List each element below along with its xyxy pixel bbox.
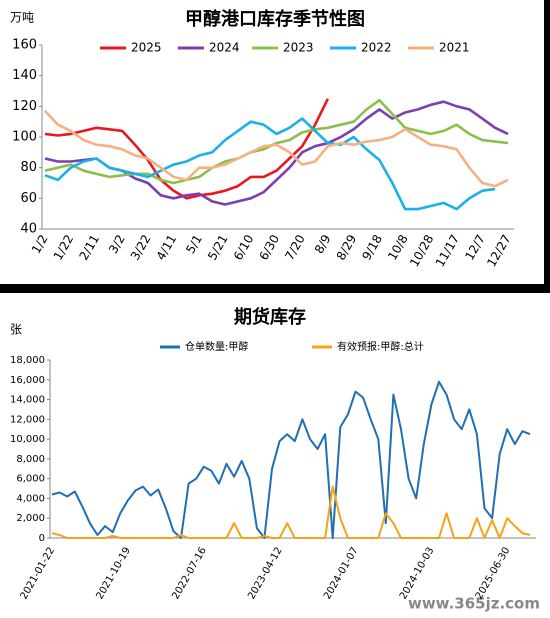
y-axis-unit: 万吨 <box>10 11 34 25</box>
y-tick-label: 2,000 <box>16 513 45 524</box>
y-tick-label: 120 <box>12 99 37 114</box>
series-line <box>44 117 496 211</box>
legend-label: 2023 <box>283 41 314 55</box>
y-tick-label: 14,000 <box>10 395 45 406</box>
y-axis-unit: 张 <box>10 323 22 337</box>
series-line <box>51 380 531 539</box>
legend-label: 2025 <box>131 41 162 55</box>
series-line <box>44 98 330 200</box>
series-line <box>44 98 509 185</box>
y-tick-label: 140 <box>12 68 37 83</box>
series-line <box>44 110 509 188</box>
series-line <box>51 485 531 539</box>
y-tick-label: 60 <box>20 191 37 206</box>
y-tick-label: 4,000 <box>16 493 45 504</box>
y-tick-label: 40 <box>20 222 37 237</box>
chart-title: 期货库存 <box>234 306 306 328</box>
y-tick-label: 18,000 <box>10 355 45 366</box>
legend-label: 2022 <box>361 41 392 55</box>
watermark: www.365jz.com <box>408 595 540 613</box>
y-tick-label: 80 <box>20 160 37 175</box>
legend-label: 有效预报:甲醇:总计 <box>337 340 424 353</box>
legend-label: 2024 <box>209 41 240 55</box>
y-tick-label: 6,000 <box>16 474 45 485</box>
y-tick-label: 12,000 <box>10 414 45 425</box>
y-tick-label: 8,000 <box>16 454 45 465</box>
y-tick-label: 16,000 <box>10 375 45 386</box>
chart-title: 甲醇港口库存季节性图 <box>185 8 365 30</box>
y-tick-label: 160 <box>12 38 37 53</box>
y-tick-label: 100 <box>12 130 37 145</box>
y-tick-label: 10,000 <box>10 434 45 445</box>
legend-label: 2021 <box>439 41 470 55</box>
legend-label: 仓单数量:甲醇 <box>185 340 248 353</box>
y-tick-label: 0 <box>39 533 45 544</box>
